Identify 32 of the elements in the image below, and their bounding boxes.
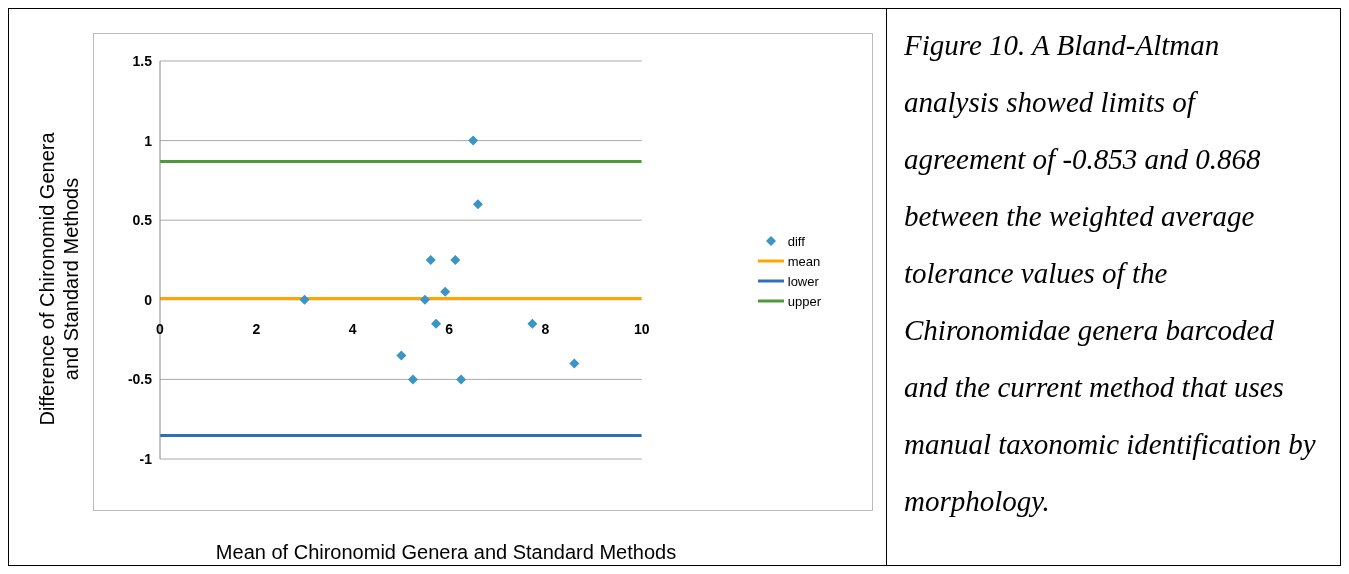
x-tick-label: 6 [445,321,454,338]
y-tick-label: 0.5 [132,212,153,229]
x-tick-label: 8 [541,321,550,338]
y-tick-label: 1.5 [132,52,153,69]
y-tick-label: -1 [139,450,153,467]
point [456,374,467,385]
point [440,286,451,297]
legend-label: upper [787,293,821,309]
point [419,294,430,305]
y-tick-label: -0.5 [127,371,153,388]
text: Figure 10. A Bland-Altman analysis showed limits of agreement of -0.853 and 0.868 between the weighted average tolerance values of the Chironomidae genera barcoded and the current method that uses manual taxonomic identification by morphology. [904,29,1316,517]
point [299,294,310,305]
legend-label: mean [787,253,821,269]
point [407,374,418,385]
point [569,358,580,369]
x-tick-label: 4 [348,321,357,338]
x-tick-label: 10 [633,321,650,338]
legend-label: diff [787,233,805,249]
x-tick-label: 2 [252,321,261,338]
point [468,135,479,146]
y-tick-label: 1 [144,132,153,149]
point [431,318,442,329]
point [527,318,538,329]
x-axis-title: Mean of Chironomid Genera and Standard Methods [214,541,678,564]
y-tick-label: 0 [144,291,153,308]
legend-label: lower [787,273,819,289]
point [396,350,407,361]
point [425,255,436,265]
point [472,199,483,210]
point [450,255,461,265]
x-tick-label: 0 [156,321,165,338]
y-axis-title: Difference of Chironomid Genera and Standard Methods [35,132,83,426]
